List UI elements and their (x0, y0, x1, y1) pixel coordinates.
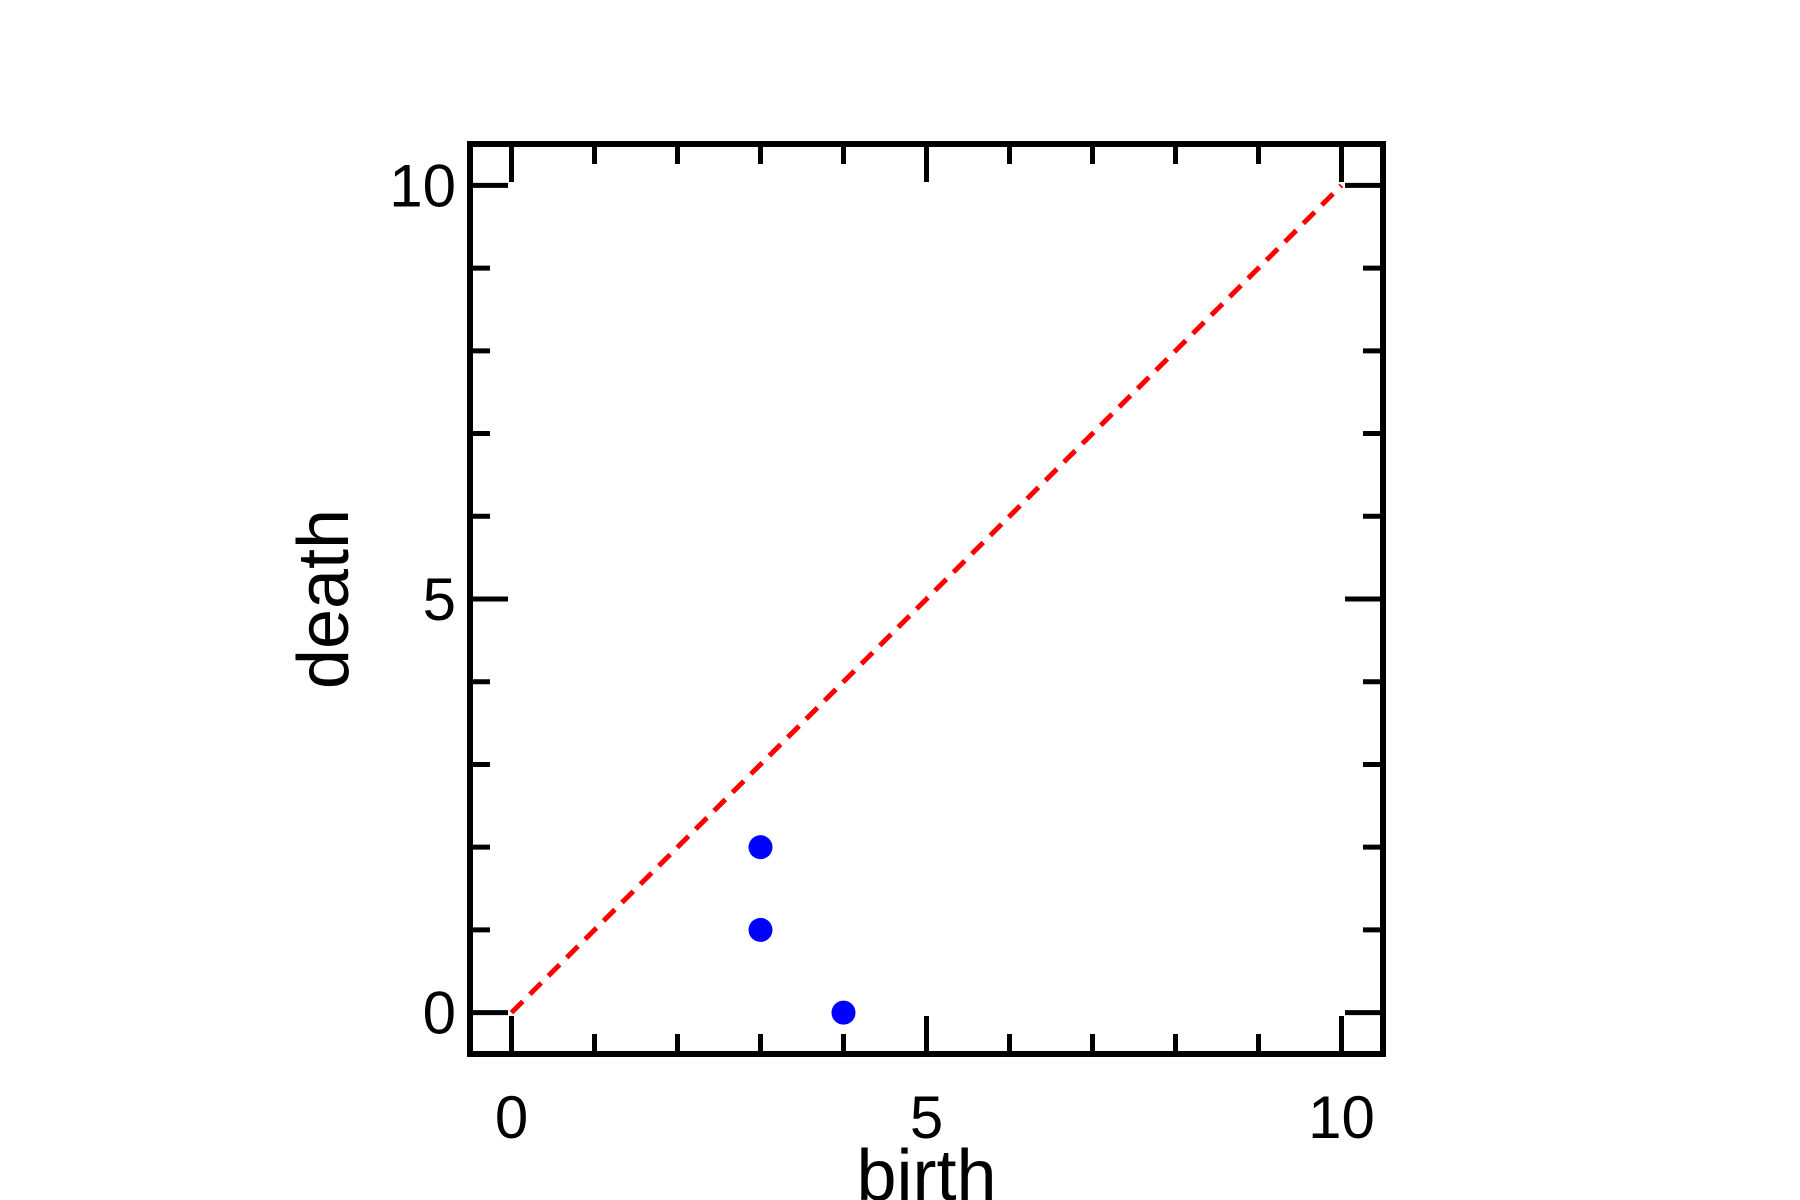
x-tick-label: 0 (495, 1084, 528, 1151)
x-tick-label: 5 (910, 1084, 943, 1151)
y-tick-label: 5 (423, 566, 456, 633)
data-point (748, 835, 773, 860)
plot-frame (467, 141, 1386, 1057)
data-point (748, 917, 773, 942)
data-points (748, 835, 856, 1025)
y-tick-label: 0 (423, 980, 456, 1047)
x-tick-label: 10 (1308, 1084, 1375, 1151)
y-tick-label: 10 (389, 152, 456, 219)
axis-tick-labels: 0 5 10 0 5 10 (389, 152, 1375, 1151)
data-point (831, 1000, 856, 1025)
y-axis-label: death (284, 509, 364, 689)
axis-ticks (470, 144, 1383, 1054)
diagonal-reference-line (509, 183, 1344, 1015)
x-axis-label: birth (856, 1136, 996, 1200)
